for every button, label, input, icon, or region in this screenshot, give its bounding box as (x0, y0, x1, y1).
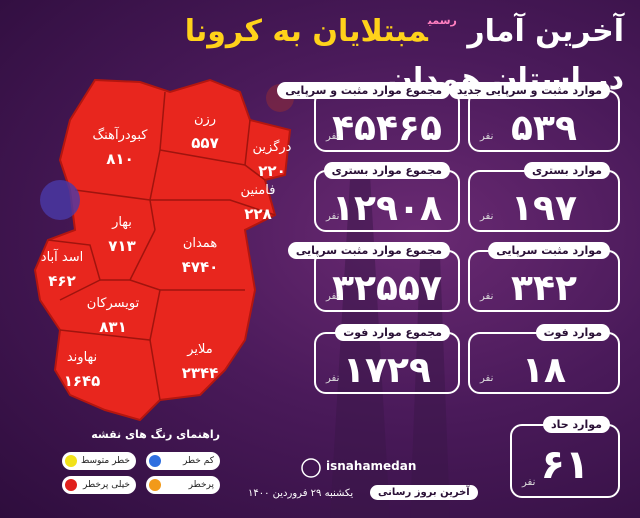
legend-item: پرخطر (146, 476, 220, 494)
stat-label: موارد مثبت و سرپایی جدید (449, 82, 610, 99)
region-name: نهاوند (66, 350, 98, 365)
region-name: فامنین (240, 183, 276, 198)
legend-item: کم خطر (146, 452, 220, 470)
stat-value: ۶۱ (540, 442, 590, 488)
title-note: رسمی (427, 14, 457, 27)
legend-swatch (65, 479, 77, 491)
stat-box: مجموع موارد فوت ۱۷۲۹ نفر (314, 324, 460, 394)
stat-value: ۳۲۵۵۷ (332, 268, 442, 309)
title: آخرین آمار رسمیمبتلایان به کرونا در استا… (184, 14, 624, 97)
stat-label: مجموع موارد بستری (323, 162, 450, 179)
stat-label: مجموع موارد مثبت سرپایی (287, 242, 450, 259)
stat-box: مجموع موارد بستری ۱۲۹۰۸ نفر (314, 162, 460, 232)
stat-box: موارد مثبت و سرپایی جدید ۵۳۹ نفر (449, 82, 620, 152)
stat-box: مجموع موارد مثبت سرپایی ۳۲۵۵۷ نفر (287, 242, 460, 312)
region-value: ۴۶۲ (48, 272, 76, 290)
social-handle: isnahamedan (326, 459, 417, 473)
legend-label: خیلی پرخطر (82, 480, 130, 490)
region-name: درگزین (252, 140, 292, 155)
region-value: ۴۷۴۰ (181, 258, 219, 276)
region-name: تویسرکان (86, 296, 140, 311)
region-value: ۲۲۰ (258, 162, 286, 180)
legend-swatch (149, 455, 161, 467)
stat-value: ۱۲۹۰۸ (332, 188, 442, 229)
stat-unit: نفر (326, 291, 340, 302)
stat-label: موارد حاد (543, 416, 610, 433)
stat-label: مجموع موارد مثبت و سرپایی (277, 82, 450, 99)
stat-box: موارد مثبت سرپایی ۳۴۲ نفر (468, 242, 620, 312)
stat-unit: نفر (326, 373, 340, 384)
legend-label: کم خطر (182, 456, 214, 466)
stat-value: ۱۷۲۹ (343, 350, 431, 391)
stat-unit: نفر (480, 131, 494, 142)
update-label: آخرین بروز رسانی (370, 485, 478, 500)
region-name: اسد آباد (40, 250, 84, 265)
stat-unit: نفر (480, 291, 494, 302)
title-highlight: مبتلایان به کرونا (184, 14, 428, 49)
region-name: همدان (182, 236, 218, 251)
stat-unit: نفر (326, 131, 340, 142)
stat-label: موارد مثبت سرپایی (488, 242, 610, 259)
stat-box: مجموع موارد مثبت و سرپایی ۴۵۴۶۵ نفر (277, 82, 460, 152)
stat-box: موارد حاد ۶۱ نفر (510, 416, 620, 498)
stat-label: موارد فوت (535, 324, 610, 341)
legend-item: خطر متوسط (62, 452, 136, 470)
stat-unit: نفر (480, 373, 494, 384)
region-value: ۷۱۳ (108, 237, 136, 255)
title-start: آخرین آمار (467, 14, 624, 49)
stat-unit: نفر (522, 477, 536, 488)
region-value: ۲۲۸ (244, 205, 272, 223)
stat-box: موارد بستری ۱۹۷ نفر (468, 162, 620, 232)
region-value: ۲۳۴۴ (181, 364, 219, 382)
stat-label: موارد بستری (523, 162, 610, 179)
update-date: یکشنبه ۲۹ فروردین ۱۴۰۰ (248, 488, 354, 499)
legend-title: راهنمای رنگ های نقشه (91, 428, 220, 441)
legend-swatch (65, 455, 77, 467)
region-name: کبودرآهنگ (92, 128, 148, 143)
stat-unit: نفر (326, 211, 340, 222)
legend-label: خطر متوسط (80, 456, 130, 466)
stat-value: ۱۹۷ (511, 188, 577, 229)
stat-value: ۳۴۲ (511, 268, 577, 309)
stat-value: ۴۵۴۶۵ (332, 108, 442, 149)
region-name: ملایر (187, 342, 213, 357)
region-value: ۵۵۷ (191, 134, 219, 152)
stat-value: ۵۳۹ (511, 108, 577, 149)
legend-label: پرخطر (188, 480, 214, 490)
stat-box: موارد فوت ۱۸ نفر (468, 324, 620, 394)
region-value: ۱۶۴۵ (63, 372, 101, 390)
legend-item: خیلی پرخطر (62, 476, 136, 494)
region-name: بهار (112, 215, 132, 230)
legend-swatch (149, 479, 161, 491)
stat-value: ۱۸ (522, 350, 566, 391)
region-value: ۸۱۰ (106, 150, 134, 168)
stat-label: مجموع موارد فوت (335, 324, 450, 341)
region-value: ۸۳۱ (99, 318, 127, 336)
stat-unit: نفر (480, 211, 494, 222)
region-name: رزن (193, 112, 217, 127)
